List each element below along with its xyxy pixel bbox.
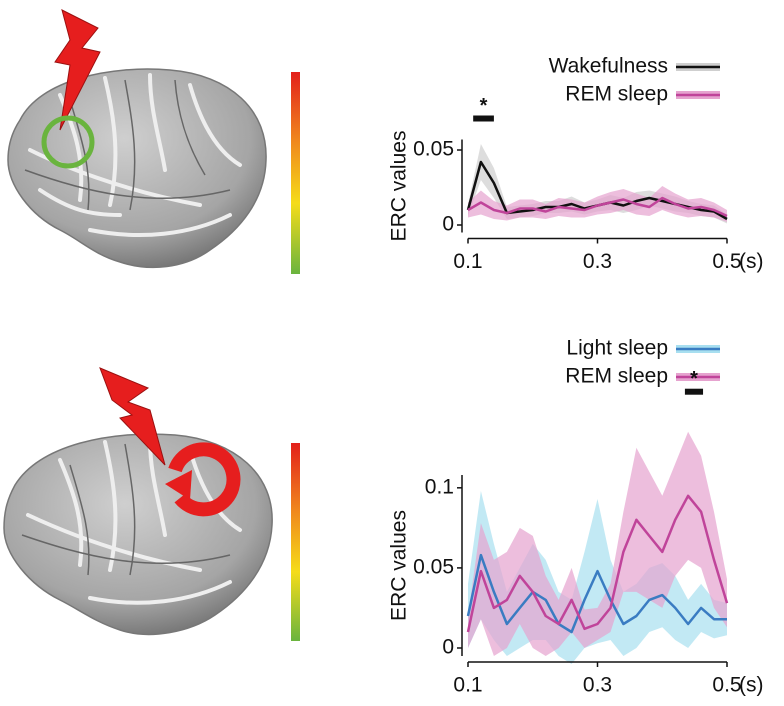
y-tick-label: 0.05 xyxy=(413,555,454,578)
y-axis-label: ERC values xyxy=(388,510,411,621)
series-line xyxy=(466,494,729,633)
error-band xyxy=(468,431,727,656)
significance-bar xyxy=(684,388,704,395)
x-tick-label: 0.1 xyxy=(453,674,482,697)
x-tick-label: 0.1 xyxy=(453,250,482,273)
y-tick-label: 0.05 xyxy=(413,138,454,161)
series-line xyxy=(467,196,728,218)
significance-label: * xyxy=(690,368,698,390)
legend-label: Wakefulness xyxy=(549,55,668,78)
significance-bar xyxy=(473,115,494,122)
x-tick-label: 0.3 xyxy=(583,674,612,697)
x-axis-label: (s) xyxy=(739,674,764,697)
y-tick-label: 0.1 xyxy=(425,475,454,498)
legend-label: REM sleep xyxy=(565,365,668,388)
colorbar xyxy=(291,443,300,641)
x-tick-label: 0.3 xyxy=(583,250,612,273)
x-axis-label: (s) xyxy=(739,250,764,273)
x-tick-label: 0.5 xyxy=(712,250,741,273)
y-tick-label: 0 xyxy=(442,636,454,659)
brain-image xyxy=(3,367,273,636)
legend-label: Light sleep xyxy=(566,337,668,360)
x-tick-label: 0.5 xyxy=(712,674,741,697)
y-axis-label: ERC values xyxy=(388,131,411,242)
brain-image xyxy=(7,9,267,269)
error-band xyxy=(468,186,727,222)
legend-label: REM sleep xyxy=(565,83,668,106)
colorbar xyxy=(291,72,300,274)
series-line xyxy=(466,553,727,634)
y-tick-label: 0 xyxy=(442,213,454,236)
significance-label: * xyxy=(480,95,488,117)
